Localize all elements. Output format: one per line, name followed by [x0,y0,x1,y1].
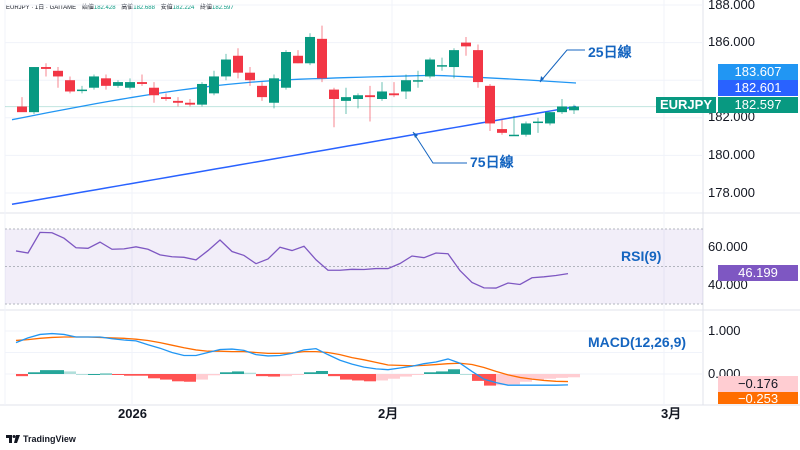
open-label: 始値 [81,5,94,11]
annotation-callouts [412,49,585,164]
ma25-annotation: 25日線 [588,44,632,60]
time-label-mar: 3月 [661,406,681,421]
price-tick-186: 186.000 [708,34,755,49]
price-tick-188: 188.000 [708,0,755,12]
symbol-legend: EURJPY · 1日 · GAITAME 始値182.428 高値182.68… [6,5,234,11]
time-label-2026: 2026 [118,406,147,421]
interval: 1日 [34,5,45,11]
rsi-value-tag: 46.199 [718,265,798,281]
high-label: 高値 [121,5,134,11]
rsi-annotation: RSI(9) [621,248,662,264]
tradingview-label: TradingView [23,434,76,444]
symbol-name: EURJPY [6,5,30,11]
high-value: 182.688 [133,5,155,11]
open-value: 182.428 [93,5,116,11]
ma75-line [11,105,577,206]
data-source: GAITAME [49,5,77,11]
rsi-line [15,231,569,289]
signal-value-tag: −0.176 [718,376,798,392]
low-value: 182.224 [172,5,195,11]
ma25-price-tag: 183.607 [718,64,798,80]
tradingview-logo[interactable]: TradingView [6,434,76,444]
candlestick-series [17,25,579,137]
rsi-background-band [5,228,703,305]
rsi-tick-60: 60.000 [708,239,748,254]
macd-tick-1: 1.000 [708,323,741,338]
close-value: 182.597 [212,5,234,11]
ma75-annotation: 75日線 [470,154,514,170]
last-price-tag: 182.597 [718,97,798,113]
macd-value-tag: −0.253 [718,392,798,404]
low-label: 安値 [160,5,173,11]
symbol-tag: EURJPY [656,97,716,113]
time-label-feb: 2月 [378,406,398,421]
tradingview-icon [6,435,20,443]
price-tick-180: 180.000 [708,147,755,162]
macd-lines [15,332,569,386]
ma75-price-tag: 182.601 [718,80,798,96]
close-label: 終値 [200,5,213,11]
price-tick-178: 178.000 [708,185,755,200]
macd-annotation: MACD(12,26,9) [588,334,687,350]
